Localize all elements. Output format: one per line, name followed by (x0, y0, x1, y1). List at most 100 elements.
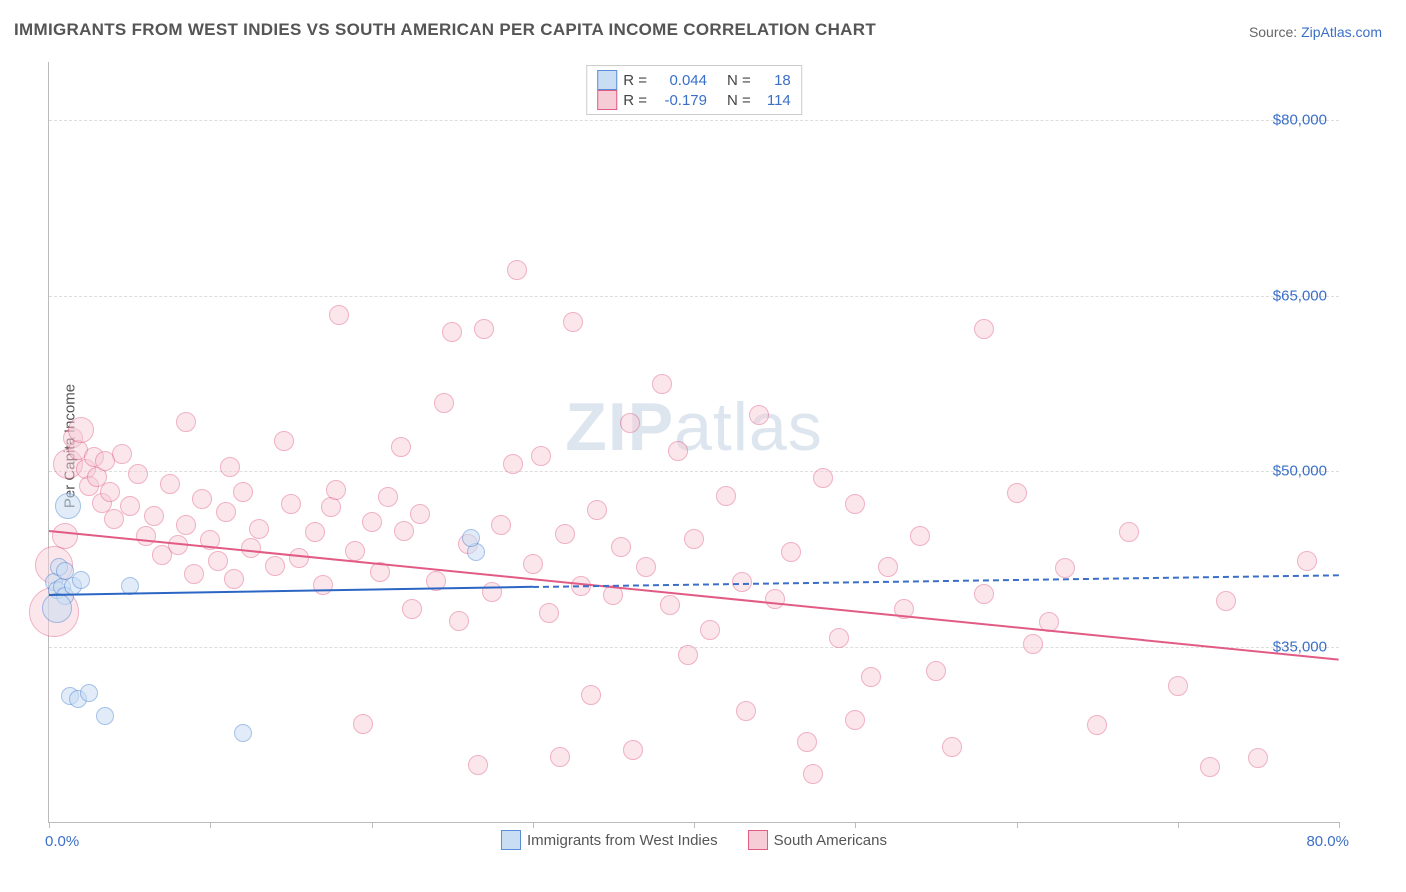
n-label-2: N = (727, 92, 751, 109)
data-point-west_indies (234, 724, 252, 742)
data-point-south_americans (700, 620, 720, 640)
data-point-south_americans (503, 454, 523, 474)
gridline (49, 296, 1339, 297)
data-point-south_americans (563, 312, 583, 332)
n-value-west-indies: 18 (757, 72, 791, 89)
data-point-south_americans (926, 661, 946, 681)
data-point-south_americans (1168, 676, 1188, 696)
data-point-south_americans (233, 482, 253, 502)
data-point-south_americans (224, 569, 244, 589)
legend-label-west-indies: Immigrants from West Indies (527, 832, 718, 849)
trend-line-extension (533, 574, 1339, 588)
data-point-south_americans (378, 487, 398, 507)
gridline (49, 120, 1339, 121)
data-point-south_americans (482, 582, 502, 602)
data-point-south_americans (716, 486, 736, 506)
data-point-south_americans (749, 405, 769, 425)
data-point-south_americans (660, 595, 680, 615)
gridline (49, 471, 1339, 472)
data-point-south_americans (1216, 591, 1236, 611)
x-tick (855, 822, 856, 828)
x-tick (533, 822, 534, 828)
y-tick-label: $65,000 (1273, 287, 1327, 304)
data-point-south_americans (797, 732, 817, 752)
data-point-west_indies (80, 684, 98, 702)
data-point-south_americans (329, 305, 349, 325)
data-point-south_americans (974, 319, 994, 339)
data-point-south_americans (442, 322, 462, 342)
data-point-south_americans (550, 747, 570, 767)
data-point-south_americans (581, 685, 601, 705)
n-value-south-americans: 114 (757, 92, 791, 109)
data-point-south_americans (507, 260, 527, 280)
x-tick (1339, 822, 1340, 828)
data-point-west_indies (56, 562, 74, 580)
data-point-south_americans (1297, 551, 1317, 571)
x-tick (49, 822, 50, 828)
data-point-south_americans (678, 645, 698, 665)
data-point-south_americans (249, 519, 269, 539)
data-point-south_americans (1248, 748, 1268, 768)
source-attribution: Source: ZipAtlas.com (1249, 24, 1382, 40)
legend-item-south-americans: South Americans (748, 830, 887, 850)
data-point-south_americans (274, 431, 294, 451)
data-point-south_americans (845, 710, 865, 730)
data-point-south_americans (829, 628, 849, 648)
data-point-south_americans (474, 319, 494, 339)
data-point-south_americans (402, 599, 422, 619)
data-point-south_americans (813, 468, 833, 488)
data-point-south_americans (104, 509, 124, 529)
data-point-south_americans (391, 437, 411, 457)
data-point-south_americans (1087, 715, 1107, 735)
data-point-south_americans (136, 526, 156, 546)
data-point-south_americans (144, 506, 164, 526)
legend-bottom: Immigrants from West Indies South Americ… (501, 830, 887, 850)
source-link[interactable]: ZipAtlas.com (1301, 24, 1382, 40)
y-tick-label: $80,000 (1273, 112, 1327, 129)
data-point-south_americans (281, 494, 301, 514)
data-point-south_americans (668, 441, 688, 461)
x-tick (372, 822, 373, 828)
data-point-south_americans (313, 575, 333, 595)
x-tick (210, 822, 211, 828)
legend-item-west-indies: Immigrants from West Indies (501, 830, 718, 850)
data-point-south_americans (176, 412, 196, 432)
data-point-south_americans (555, 524, 575, 544)
data-point-south_americans (587, 500, 607, 520)
data-point-south_americans (410, 504, 430, 524)
data-point-south_americans (623, 740, 643, 760)
data-point-west_indies (55, 493, 81, 519)
data-point-south_americans (523, 554, 543, 574)
data-point-south_americans (652, 374, 672, 394)
data-point-south_americans (220, 457, 240, 477)
data-point-west_indies (462, 529, 480, 547)
data-point-south_americans (861, 667, 881, 687)
trend-line (49, 530, 1339, 661)
data-point-south_americans (100, 482, 120, 502)
data-point-south_americans (192, 489, 212, 509)
swatch-south-americans-2 (748, 830, 768, 850)
watermark-atlas: atlas (674, 389, 823, 465)
data-point-south_americans (803, 764, 823, 784)
data-point-south_americans (68, 417, 94, 443)
data-point-south_americans (1023, 634, 1043, 654)
data-point-west_indies (42, 593, 72, 623)
data-point-south_americans (1007, 483, 1027, 503)
data-point-south_americans (1119, 522, 1139, 542)
n-label: N = (727, 72, 751, 89)
x-tick (1017, 822, 1018, 828)
data-point-south_americans (878, 557, 898, 577)
data-point-south_americans (491, 515, 511, 535)
plot-area: ZIPatlas R = 0.044 N = 18 R = -0.179 N =… (48, 62, 1339, 823)
data-point-south_americans (208, 551, 228, 571)
data-point-south_americans (289, 548, 309, 568)
data-point-south_americans (531, 446, 551, 466)
data-point-south_americans (265, 556, 285, 576)
swatch-west-indies-2 (501, 830, 521, 850)
data-point-south_americans (241, 538, 261, 558)
data-point-south_americans (52, 523, 78, 549)
data-point-south_americans (112, 444, 132, 464)
data-point-south_americans (120, 496, 140, 516)
r-value-south-americans: -0.179 (653, 92, 707, 109)
data-point-south_americans (620, 413, 640, 433)
